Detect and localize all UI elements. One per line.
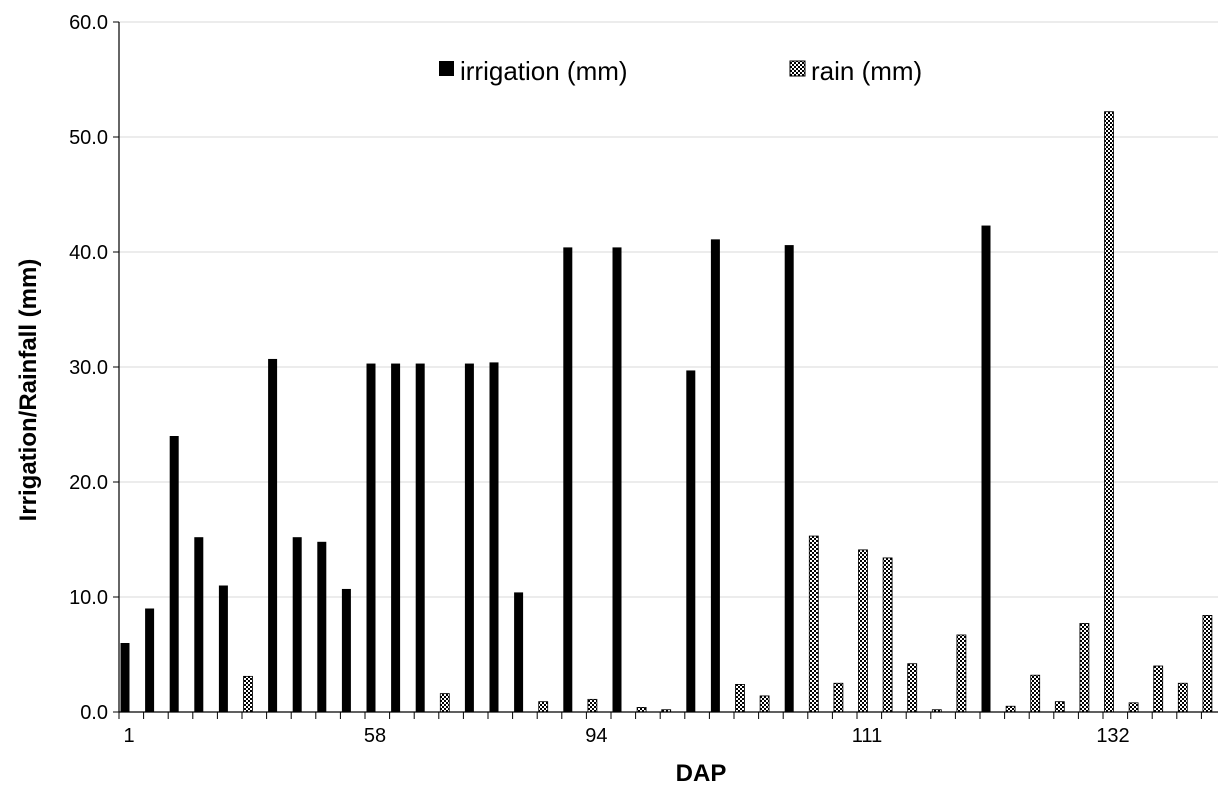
bar-rain (907, 663, 918, 713)
y-tick-label: 50.0 (69, 127, 108, 149)
bar-irrigation (218, 585, 228, 712)
bar-irrigation (514, 592, 524, 712)
bar-irrigation (169, 436, 179, 712)
bar-rain (1104, 111, 1114, 713)
bar-irrigation (268, 358, 278, 712)
x-tick-label: 111 (852, 725, 882, 747)
y-tick-label: 20.0 (69, 472, 108, 494)
x-axis-title: DAP (676, 760, 727, 787)
bar-irrigation (981, 225, 991, 713)
bar-rain (1005, 705, 1016, 713)
bar-rain (1153, 665, 1164, 713)
bar-rain (808, 535, 819, 713)
y-tick-label: 10.0 (69, 587, 108, 609)
bar-rain (1054, 701, 1065, 713)
bar-irrigation (391, 363, 401, 712)
bar-rain (243, 675, 253, 713)
bar-rain (1128, 702, 1139, 713)
bar-rain (1177, 682, 1188, 713)
bar-irrigation (563, 247, 573, 712)
bar-rain (735, 684, 745, 713)
legend-label-rain: rain (mm) (811, 56, 922, 86)
bar-irrigation (415, 363, 425, 712)
x-tick-label: 1 (123, 725, 134, 747)
x-tick-label: 132 (1096, 725, 1129, 747)
bar-rain (439, 693, 450, 713)
bar-irrigation (612, 247, 622, 712)
bar-irrigation (292, 537, 302, 712)
x-tick-label: 94 (585, 725, 607, 747)
legend-swatch-irrigation (439, 61, 454, 76)
x-tick-label: 58 (364, 725, 386, 747)
legend: irrigation (mm) rain (mm) (439, 56, 922, 86)
y-tick-label: 40.0 (69, 242, 108, 264)
bar-irrigation (145, 608, 155, 712)
bars (120, 111, 1213, 713)
bar-irrigation (464, 363, 474, 712)
bar-irrigation (686, 370, 696, 712)
y-axis-title: Irrigation/Rainfall (mm) (15, 259, 42, 522)
bar-rain (1079, 623, 1090, 713)
axes (113, 21, 1218, 719)
legend-label-irrigation: irrigation (mm) (460, 56, 628, 86)
bar-irrigation (366, 363, 376, 712)
bar-rain (1030, 674, 1041, 713)
gridlines (119, 21, 1218, 598)
bar-irrigation (710, 239, 720, 712)
bar-irrigation (784, 245, 794, 712)
bar-rain (858, 549, 868, 713)
y-tick-label: 0.0 (80, 702, 108, 724)
bar-rain (636, 707, 647, 713)
bar-irrigation (341, 588, 351, 712)
legend-swatch-rain (789, 60, 806, 77)
bar-irrigation (317, 541, 327, 712)
bar-rain (538, 701, 549, 713)
bar-irrigation (489, 362, 499, 712)
bar-rain (833, 682, 844, 713)
y-tick-label: 60.0 (69, 12, 108, 34)
tick-labels: 0.0 10.0 20.0 30.0 40.0 50.0 60.0 1 58 94 111 132 (69, 12, 1130, 747)
bar-irrigation (120, 643, 130, 712)
bar-rain (1202, 615, 1213, 713)
bar-irrigation (194, 537, 204, 712)
bar-rain (956, 634, 967, 713)
y-tick-label: 30.0 (69, 357, 108, 379)
bar-rain (759, 695, 770, 713)
bar-rain (587, 698, 598, 713)
bar-rain (882, 557, 893, 713)
